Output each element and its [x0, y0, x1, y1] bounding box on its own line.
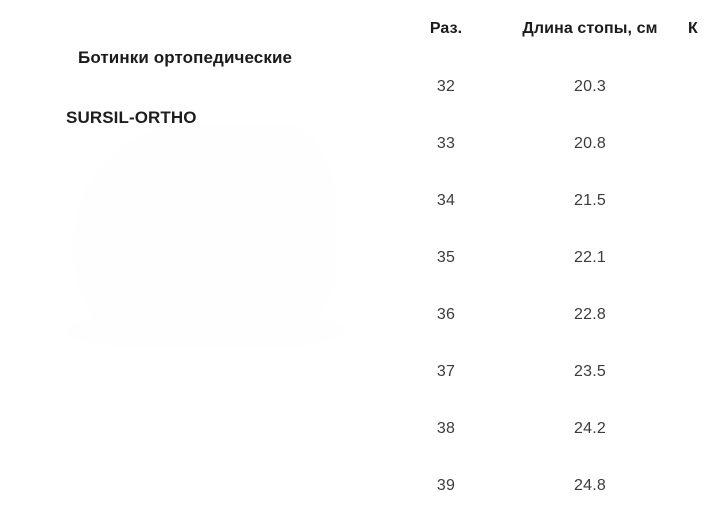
product-title: Ботинки ортопедические SURSIL-ORTHO	[66, 13, 376, 163]
cell-size: 32	[436, 77, 456, 95]
table-row: 34 21.5	[400, 172, 728, 229]
cell-foot-length: 22.8	[574, 305, 606, 323]
cell-foot-length: 20.8	[574, 134, 606, 152]
table-row: 39 24.8	[400, 457, 728, 514]
cell-foot-length: 23.5	[574, 362, 606, 380]
cell-truncated	[688, 115, 728, 172]
table-row: 33 20.8	[400, 115, 728, 172]
cell-foot-length: 21.5	[574, 191, 606, 209]
table-row: 36 22.8	[400, 286, 728, 343]
product-photo	[40, 88, 370, 388]
size-table-body: 32 20.3 33 20.8 34 21.5 35 22.1	[400, 58, 728, 514]
boot-shape	[73, 124, 337, 334]
size-table: Раз. Длина стопы, см К 32 20.3 33 20.8 3	[400, 0, 728, 514]
table-header-row: Раз. Длина стопы, см К	[400, 0, 728, 58]
cell-size: 33	[436, 134, 456, 152]
table-row: 32 20.3	[400, 58, 728, 115]
sole-shape	[66, 310, 343, 346]
cell-truncated	[688, 172, 728, 229]
column-header-foot-length: Длина стопы, см	[522, 20, 658, 37]
cell-truncated	[688, 400, 728, 457]
cell-truncated	[688, 343, 728, 400]
product-title-line-1: Ботинки ортопедические	[78, 48, 293, 67]
cell-size: 39	[436, 476, 456, 494]
cell-foot-length: 24.8	[574, 476, 606, 494]
cell-foot-length: 22.1	[574, 248, 606, 266]
cell-truncated	[688, 286, 728, 343]
product-title-line-2: SURSIL-ORTHO	[66, 108, 197, 127]
cell-truncated	[688, 229, 728, 286]
cell-size: 37	[436, 362, 456, 380]
cell-size: 36	[436, 305, 456, 323]
cell-foot-length: 20.3	[574, 77, 606, 95]
cell-size: 38	[436, 419, 456, 437]
column-header-truncated: К	[688, 20, 698, 37]
cell-size: 34	[436, 191, 456, 209]
table-row: 37 23.5	[400, 343, 728, 400]
cell-truncated	[688, 457, 728, 514]
column-header-size: Раз.	[429, 20, 463, 37]
table-row: 35 22.1	[400, 229, 728, 286]
size-table-header: Раз. Длина стопы, см К	[400, 0, 728, 58]
cell-truncated	[688, 58, 728, 115]
size-table-grid: Раз. Длина стопы, см К 32 20.3 33 20.8 3	[400, 0, 728, 514]
cell-size: 35	[436, 248, 456, 266]
product-pane: Ботинки ортопедические SURSIL-ORTHO	[40, 13, 376, 388]
cell-foot-length: 24.2	[574, 419, 606, 437]
table-row: 38 24.2	[400, 400, 728, 457]
